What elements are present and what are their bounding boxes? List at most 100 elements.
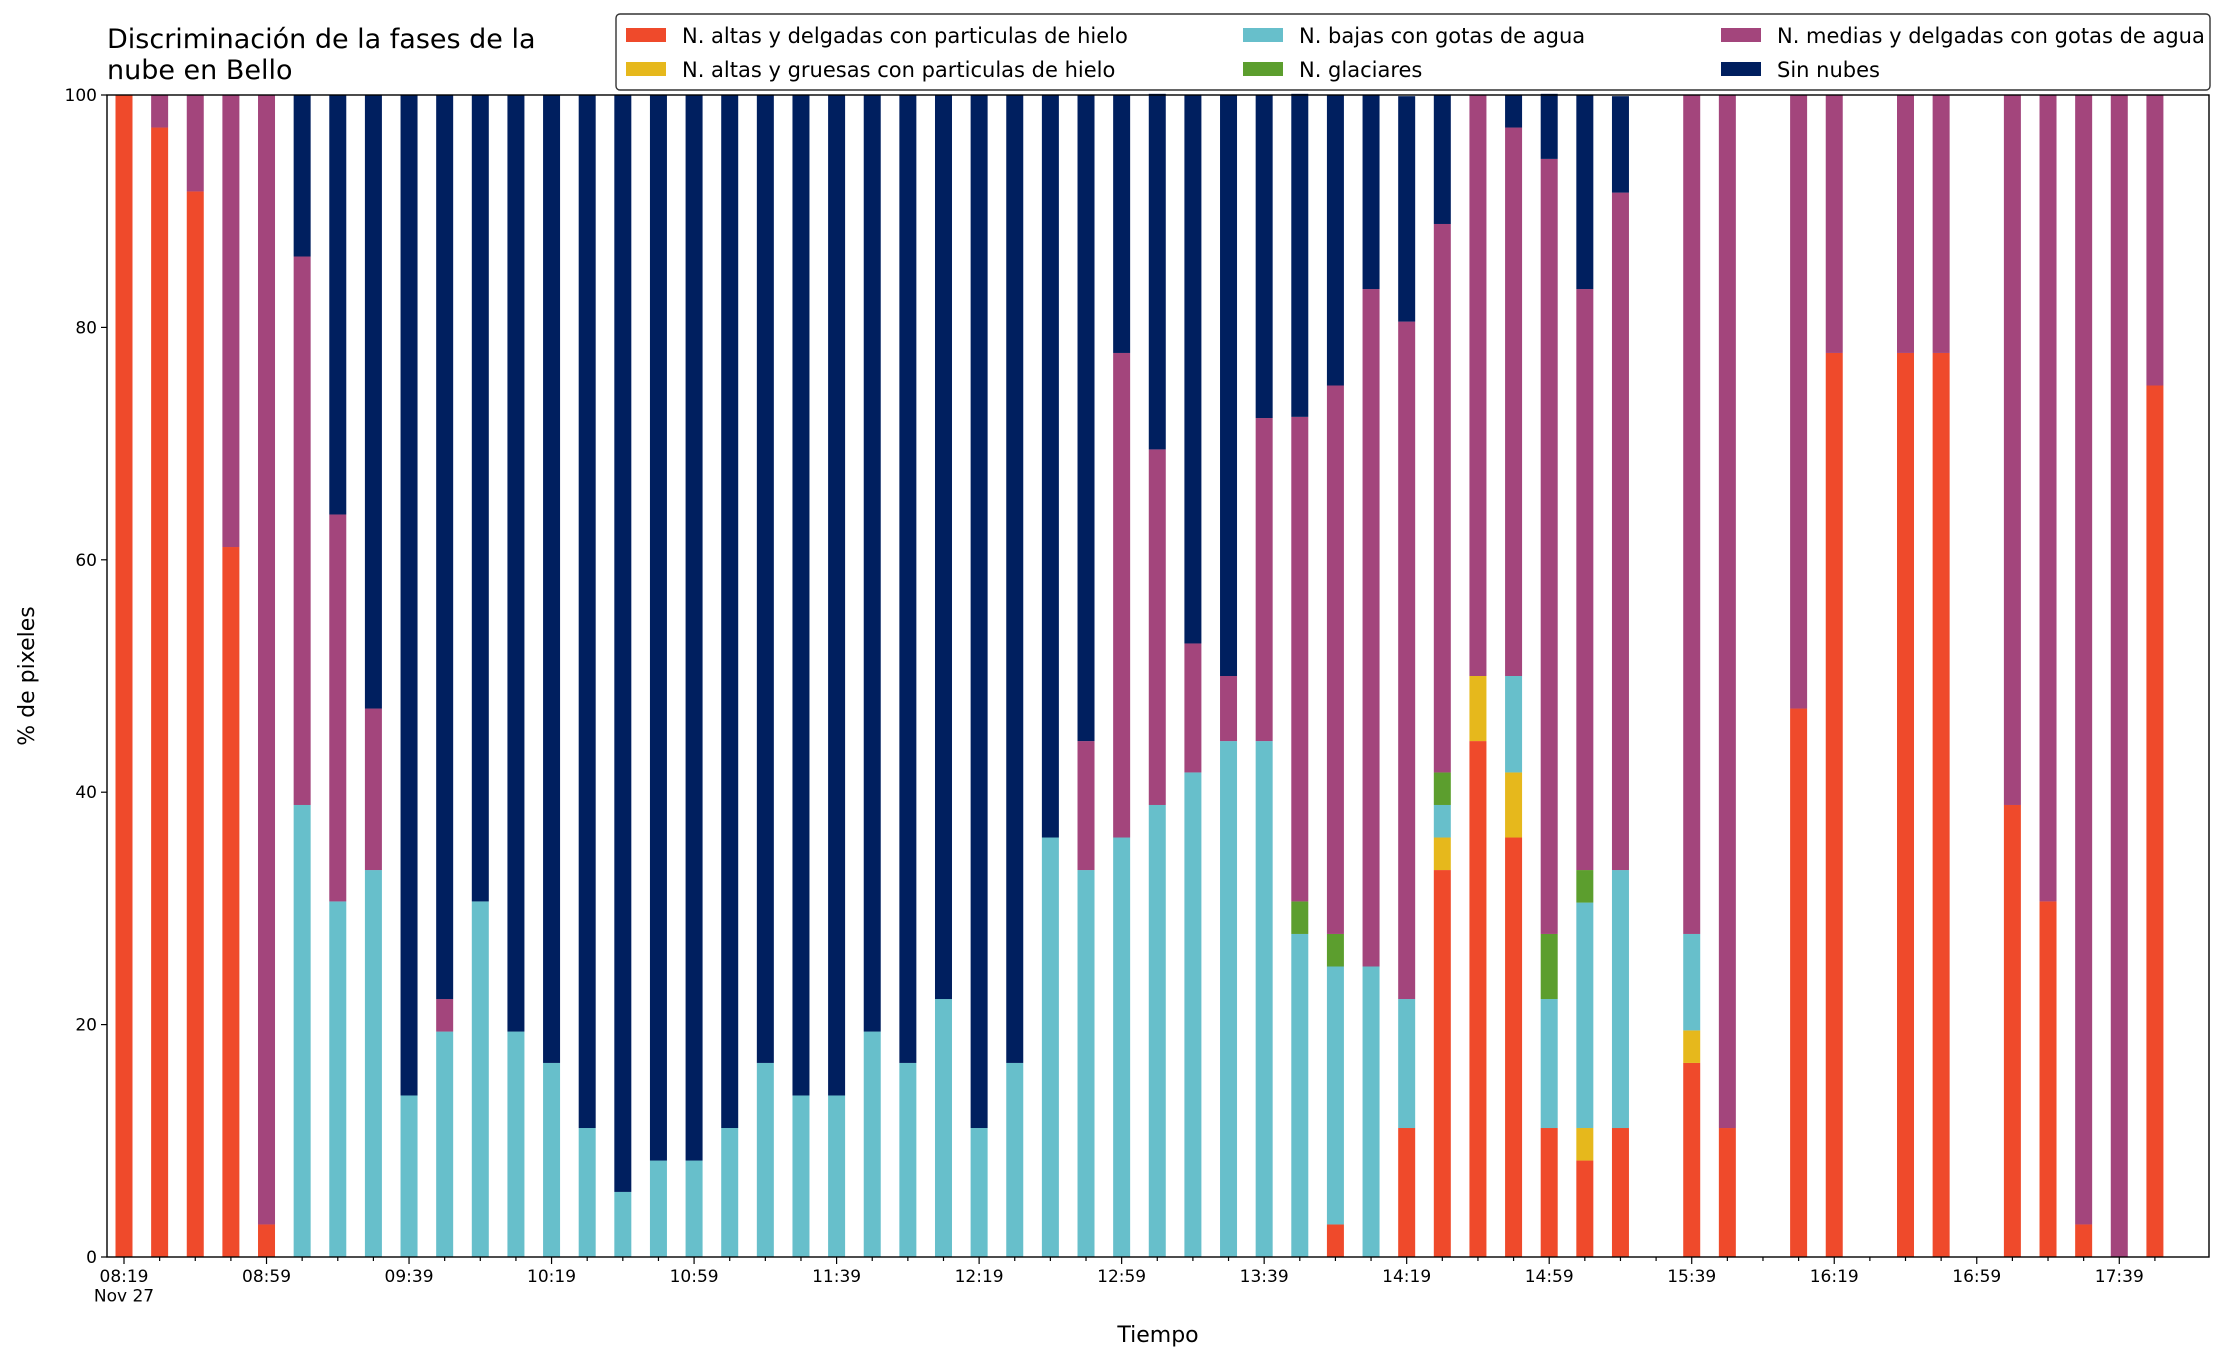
bar-segment xyxy=(2003,804,2021,1257)
bar-segment xyxy=(2075,1224,2093,1257)
bar-segment xyxy=(1220,741,1238,1257)
bar-segment xyxy=(1184,772,1202,1257)
bar-segment xyxy=(1897,95,1914,353)
bar-segment xyxy=(1540,158,1558,934)
bar-segment xyxy=(578,95,596,1129)
y-tick-label: 100 xyxy=(65,86,97,106)
bar-segment xyxy=(828,95,846,1096)
bar-segment xyxy=(1469,676,1487,742)
x-tick-label: 15:39 xyxy=(1667,1267,1716,1287)
bar-segment xyxy=(1576,902,1594,1129)
chart-title: Discriminación de la fases de la nube en … xyxy=(107,24,536,86)
bar-segment xyxy=(1683,933,1701,1031)
bar-segment xyxy=(1576,289,1594,871)
x-tick-label: 16:59 xyxy=(1952,1267,2001,1287)
bar-segment xyxy=(1077,870,1095,1257)
y-tick-label: 80 xyxy=(75,318,97,338)
y-tick-label: 0 xyxy=(86,1248,97,1268)
bar-segment xyxy=(1220,95,1238,676)
bar-segment xyxy=(1576,1128,1594,1161)
bar-segment xyxy=(1576,95,1594,290)
bar-segment xyxy=(1398,1128,1416,1257)
bar-segment xyxy=(186,95,204,192)
x-tick-label: 08:19 Nov 27 xyxy=(94,1267,154,1307)
bar-segment xyxy=(186,191,204,1257)
bar-segment xyxy=(1469,741,1487,1257)
bar-segment xyxy=(364,95,382,709)
bar-segment xyxy=(1291,901,1309,934)
x-tick-label: 14:19 xyxy=(1382,1267,1431,1287)
bar-segment xyxy=(756,95,774,1063)
bar-segment xyxy=(1291,93,1309,417)
x-tick-label: 13:39 xyxy=(1240,1267,1289,1287)
bar-segment xyxy=(1505,837,1523,1257)
x-tick-label: 09:39 xyxy=(385,1267,434,1287)
bar-segment xyxy=(1006,1062,1024,1257)
bar-segment xyxy=(1469,95,1487,676)
bar-segment xyxy=(222,547,240,1257)
bar-segment xyxy=(1113,352,1131,838)
bar-segment xyxy=(436,999,454,1032)
bar-segment xyxy=(1184,95,1202,644)
bar-segment xyxy=(543,1062,561,1257)
bar-segment xyxy=(899,95,917,1063)
bar-segment xyxy=(1540,93,1558,159)
bar-segment xyxy=(507,95,525,1032)
x-tick-label: 17:39 xyxy=(2095,1267,2144,1287)
bar-segment xyxy=(721,1128,739,1257)
bar-segment xyxy=(1683,1030,1701,1063)
bar-segment xyxy=(1718,1128,1736,1257)
x-tick-label: 11:39 xyxy=(812,1267,861,1287)
bar-segment xyxy=(1255,741,1273,1257)
bar-segment xyxy=(1326,95,1344,386)
bar-segment xyxy=(1611,192,1629,871)
bar-segment xyxy=(970,1128,988,1257)
bar-segment xyxy=(507,1031,525,1257)
bar-segment xyxy=(1362,95,1380,290)
legend-box xyxy=(615,13,2211,91)
bar-segment xyxy=(649,95,667,1161)
bar-segment xyxy=(1718,95,1736,1129)
bar-segment xyxy=(1576,870,1594,903)
bar-segment xyxy=(151,127,169,1257)
bar-segment xyxy=(115,95,133,1257)
bar-segment xyxy=(436,95,454,1000)
bar-segment xyxy=(1326,966,1344,1225)
legend-swatch xyxy=(1721,28,1761,42)
bar-segment xyxy=(1433,804,1451,838)
bar-segment xyxy=(899,1062,917,1257)
legend-label: N. medias y delgadas con gotas de agua xyxy=(1777,24,2205,48)
legend-label: N. altas y delgadas con particulas de hi… xyxy=(682,24,1128,48)
bar-segment xyxy=(1433,95,1451,224)
x-tick-label: 16:19 xyxy=(1810,1267,1859,1287)
bar-segment xyxy=(2003,95,2021,805)
bar-segment xyxy=(1540,1128,1558,1257)
x-tick-label: 12:59 xyxy=(1097,1267,1146,1287)
bar-segment xyxy=(685,95,703,1161)
bar-segment xyxy=(828,1095,846,1257)
bar-segment xyxy=(400,95,418,1096)
bar-segment xyxy=(1148,804,1166,1257)
bar-segment xyxy=(1932,352,1950,1257)
bar-segment xyxy=(1683,95,1701,934)
bar-segment xyxy=(471,901,489,1257)
bar-segment xyxy=(756,1062,774,1257)
bar-segment xyxy=(1433,837,1451,871)
bar-segment xyxy=(329,514,347,902)
bar-segment xyxy=(543,95,561,1063)
bar-segment xyxy=(1362,966,1380,1257)
bar-segment xyxy=(1077,95,1095,742)
bar-segment xyxy=(1077,741,1095,871)
legend-swatch xyxy=(626,62,666,76)
legend-swatch xyxy=(626,28,666,42)
plot-frame xyxy=(106,94,2210,1258)
bar-segment xyxy=(1505,95,1523,128)
bar-segment xyxy=(1897,352,1914,1257)
bar-segment xyxy=(222,95,240,548)
bar-segment xyxy=(1611,870,1629,1129)
bar-segment xyxy=(1683,1062,1701,1257)
bar-segment xyxy=(1825,95,1843,353)
bar-segment xyxy=(329,95,347,515)
bar-segment xyxy=(792,95,810,1096)
